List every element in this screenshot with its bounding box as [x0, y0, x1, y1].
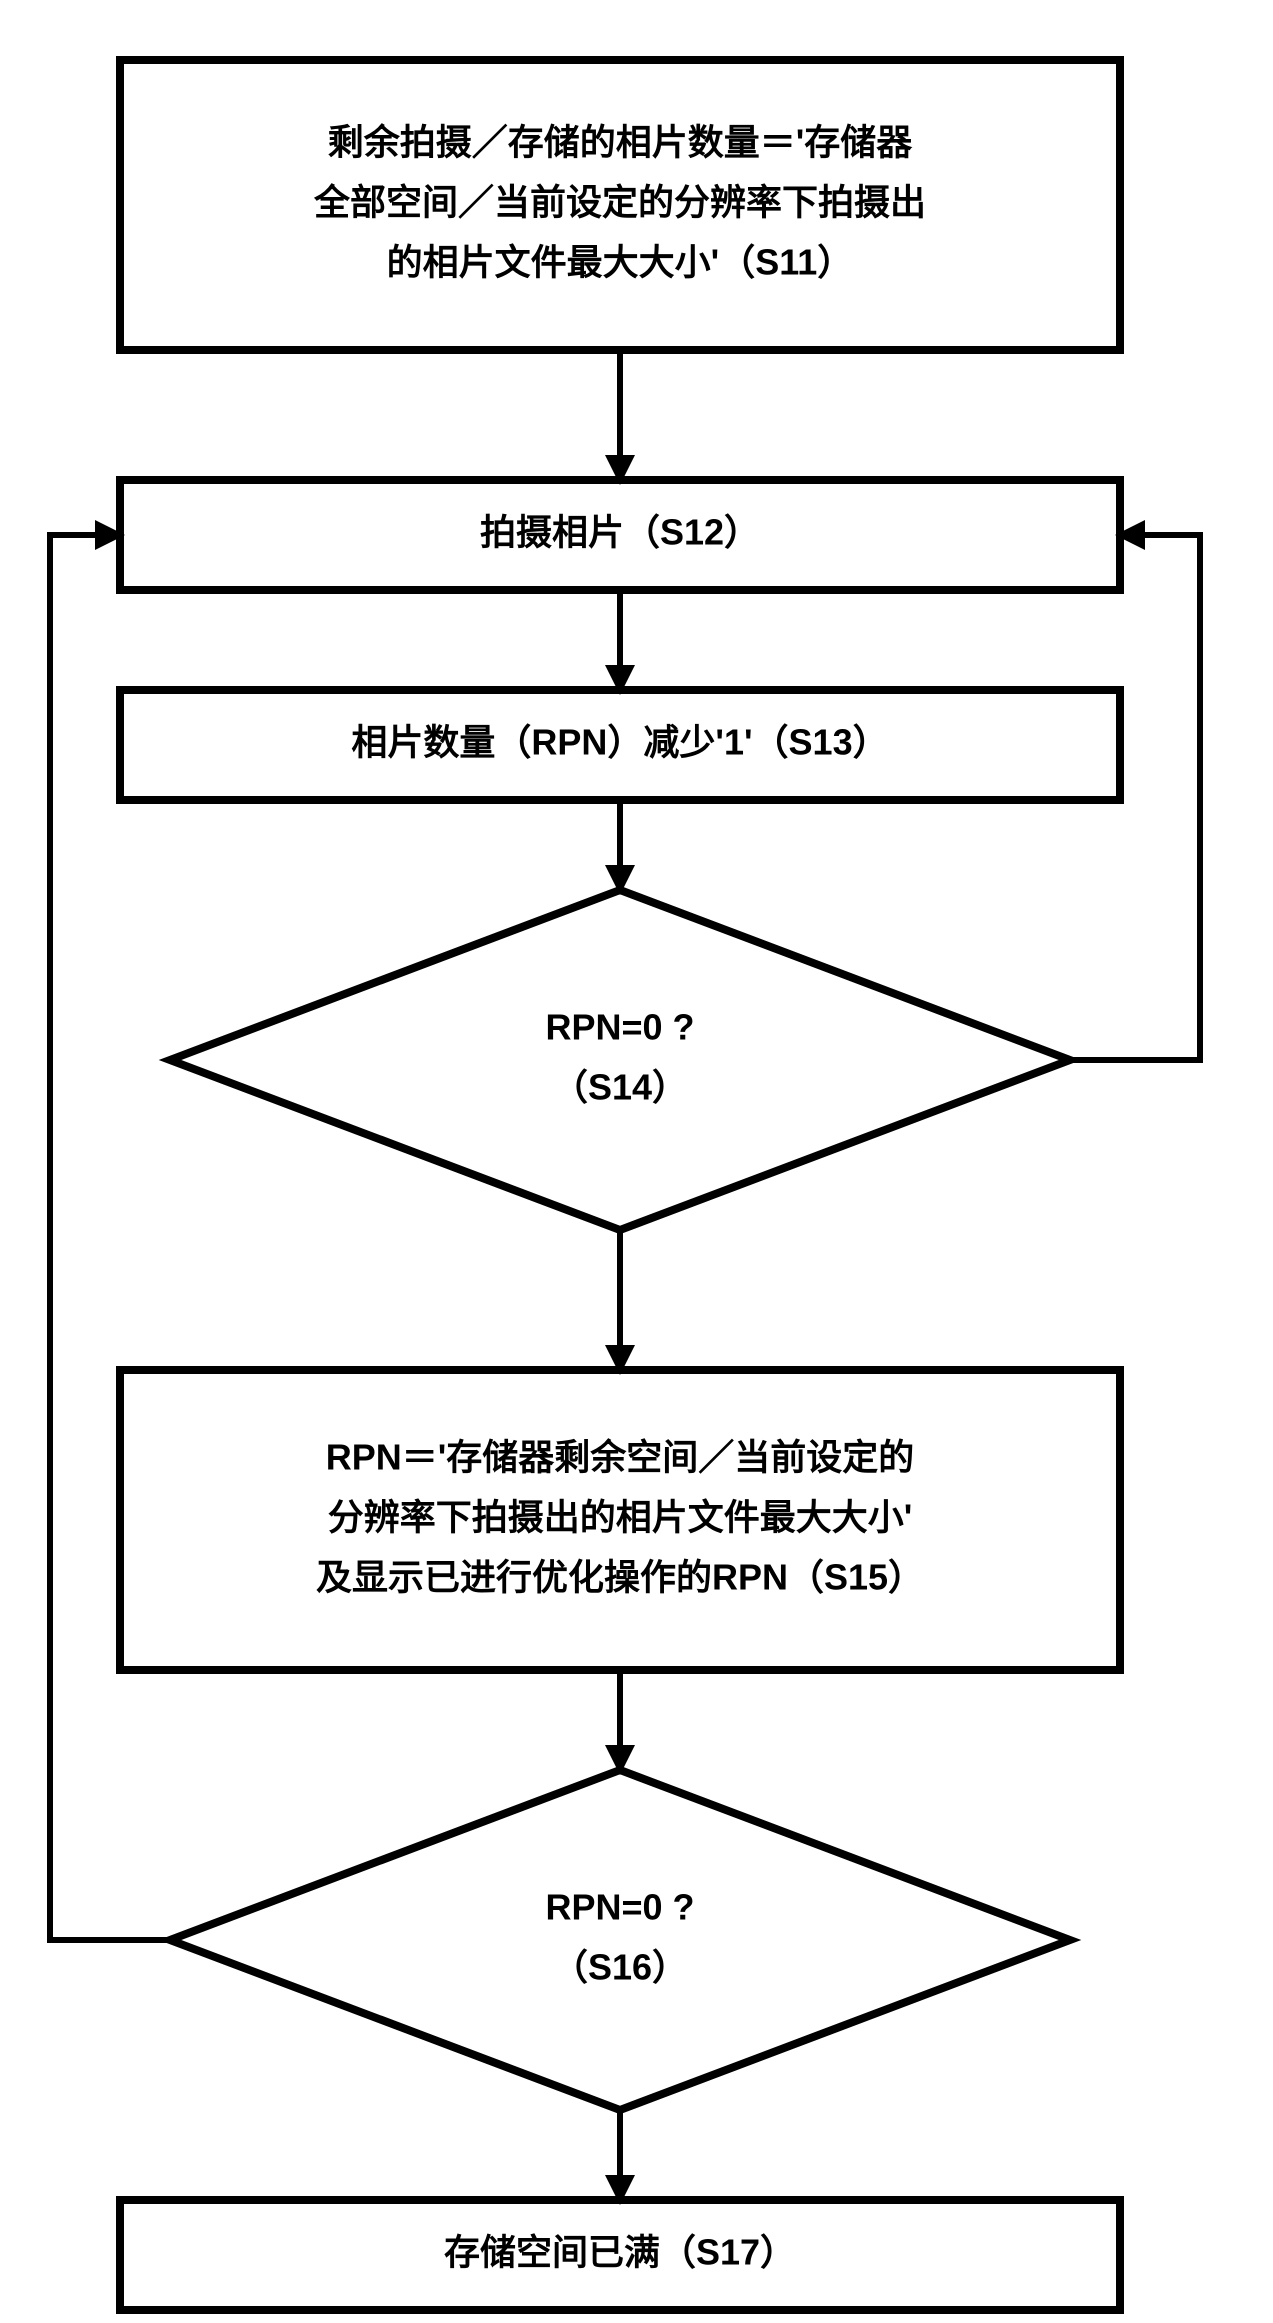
node-text: 分辨率下拍摄出的相片文件最大大小' — [328, 1497, 913, 1538]
node-text: RPN＝'存储器剩余空间／当前设定的 — [326, 1437, 915, 1478]
node-text: RPN=0 ? — [545, 1007, 694, 1048]
flow-arrow-7 — [50, 535, 170, 1940]
node-text: 存储空间已满（S17） — [444, 2232, 796, 2273]
node-text: 全部空间／当前设定的分辨率下拍摄出 — [313, 182, 926, 223]
node-text: 的相片文件最大大小'（S11） — [387, 242, 854, 283]
node-text: RPN=0 ? — [545, 1887, 694, 1928]
flow-diamond-s14 — [170, 890, 1070, 1230]
node-text: 拍摄相片（S12） — [480, 512, 760, 553]
flow-diamond-s16 — [170, 1770, 1070, 2110]
node-text: 及显示已进行优化操作的RPN（S15） — [316, 1557, 924, 1598]
node-text: 相片数量（RPN）减少'1'（S13） — [351, 722, 888, 763]
node-text: （S14） — [552, 1067, 688, 1108]
node-text: （S16） — [552, 1947, 688, 1988]
node-text: 剩余拍摄／存储的相片数量＝'存储器 — [328, 122, 914, 163]
